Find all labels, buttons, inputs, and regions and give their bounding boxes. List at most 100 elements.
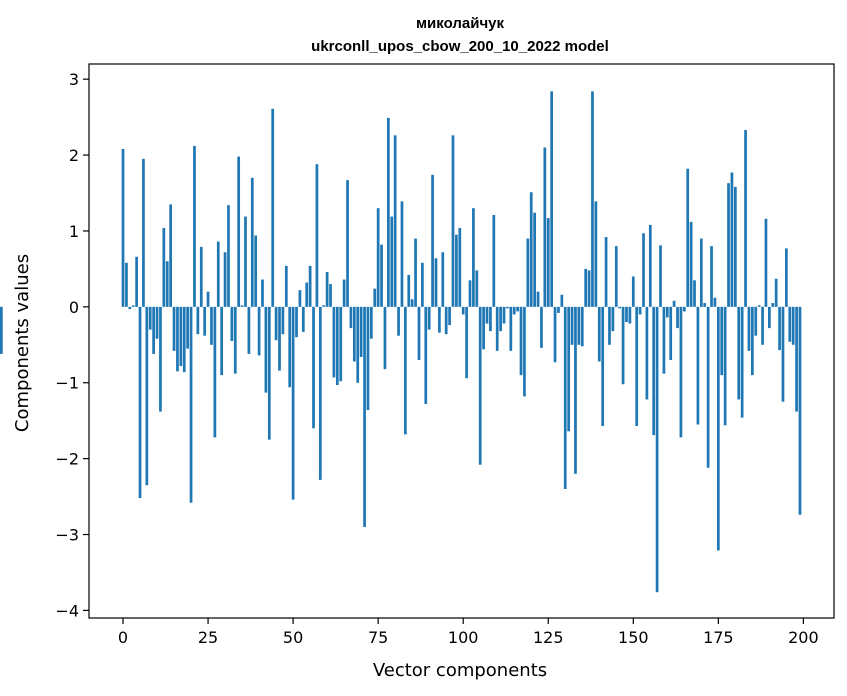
bar-72	[366, 306, 370, 411]
x-tick-label: 75	[368, 628, 388, 647]
bar-145	[614, 246, 618, 307]
bar-65	[342, 279, 346, 307]
bar-29	[220, 306, 224, 376]
bar-176	[720, 306, 724, 376]
bar-162	[672, 300, 676, 307]
bar-185	[751, 306, 754, 376]
y-tick-label: −3	[55, 526, 79, 545]
bar-177	[723, 306, 727, 426]
bar-127	[553, 306, 557, 363]
bar-68	[352, 306, 356, 362]
bar-183	[744, 130, 747, 307]
bar-97	[451, 135, 455, 307]
bar-94	[441, 252, 445, 307]
bar-171	[703, 303, 707, 307]
bar-144	[611, 306, 615, 332]
bar-17	[179, 306, 183, 367]
bar-143	[608, 306, 611, 345]
bar-102	[468, 280, 472, 307]
bar-21	[193, 145, 196, 307]
bar-123	[540, 306, 543, 348]
bar-27	[213, 306, 217, 438]
bar-160	[665, 306, 669, 318]
bar-173	[710, 246, 713, 307]
bar-118	[523, 306, 526, 397]
y-tick-label: 0	[69, 298, 79, 317]
bar-153	[642, 233, 645, 307]
bar-150	[631, 276, 635, 307]
bar-37	[247, 306, 251, 354]
bar-134	[577, 306, 581, 345]
bar-70	[359, 306, 363, 357]
bar-111	[499, 306, 502, 332]
bar-1	[125, 262, 128, 307]
x-tick-label: 150	[618, 628, 649, 647]
bar-71	[363, 306, 366, 527]
bar-22	[196, 306, 200, 335]
bar-62	[332, 306, 336, 378]
bar-172	[706, 306, 710, 468]
bar-74	[373, 288, 377, 307]
bar-117	[519, 306, 523, 376]
bar-180	[733, 186, 737, 307]
bar-124	[543, 147, 547, 307]
bar-24	[203, 306, 207, 336]
bar-96	[448, 306, 451, 326]
bar-182	[740, 306, 744, 418]
bar-40	[257, 306, 261, 356]
bar-115	[512, 306, 516, 315]
bar-100	[461, 306, 465, 315]
bar-8	[148, 306, 152, 330]
bar-141	[601, 306, 605, 426]
y-axis-ticks: −4 −3 −2 −1 0 1 2 3	[55, 70, 89, 620]
bar-192	[774, 278, 778, 307]
bar-57	[315, 164, 319, 307]
bar-132	[570, 306, 574, 345]
bar-69	[356, 306, 360, 383]
bar-161	[669, 306, 673, 360]
bar-series	[0, 91, 802, 593]
x-tick-label: 200	[788, 628, 819, 647]
bar-54	[305, 282, 309, 307]
bar-44	[271, 108, 275, 307]
bar-66	[346, 180, 349, 307]
bar-9	[152, 306, 155, 354]
bar-33	[233, 306, 237, 374]
bar-38	[250, 177, 254, 307]
y-tick-label: −2	[55, 450, 79, 469]
y-tick-label: −4	[55, 601, 79, 620]
bar-59	[322, 305, 326, 307]
bar-155	[648, 224, 652, 307]
bar-90	[427, 306, 431, 330]
bar-99	[458, 227, 462, 307]
bar-35	[240, 305, 244, 307]
bar-50	[291, 306, 295, 500]
bar-81	[397, 306, 400, 336]
bar-34	[237, 156, 241, 307]
bar-79	[390, 216, 394, 307]
bar-86	[414, 238, 417, 307]
bar-184	[747, 306, 751, 351]
bar-48	[284, 265, 288, 307]
bar-85	[410, 299, 414, 307]
bar-89	[424, 306, 428, 404]
bar-83	[404, 306, 407, 435]
bar-199	[798, 306, 802, 515]
bar-67	[349, 306, 353, 329]
bar-179	[730, 172, 734, 307]
bar-194	[781, 306, 785, 402]
bar-92	[434, 258, 438, 307]
bar-157	[655, 306, 659, 593]
bar-undefined	[0, 306, 3, 354]
bar-186	[754, 306, 758, 336]
bar-107	[485, 306, 489, 324]
bar-6	[142, 158, 145, 307]
chart-title-line2: ukrconll_upos_cbow_200_10_2022 model	[311, 38, 609, 55]
bar-87	[417, 306, 421, 360]
bar-13	[165, 261, 169, 307]
bar-101	[465, 306, 468, 379]
bar-88	[421, 262, 424, 307]
bar-91	[431, 174, 434, 307]
bar-98	[455, 234, 458, 307]
